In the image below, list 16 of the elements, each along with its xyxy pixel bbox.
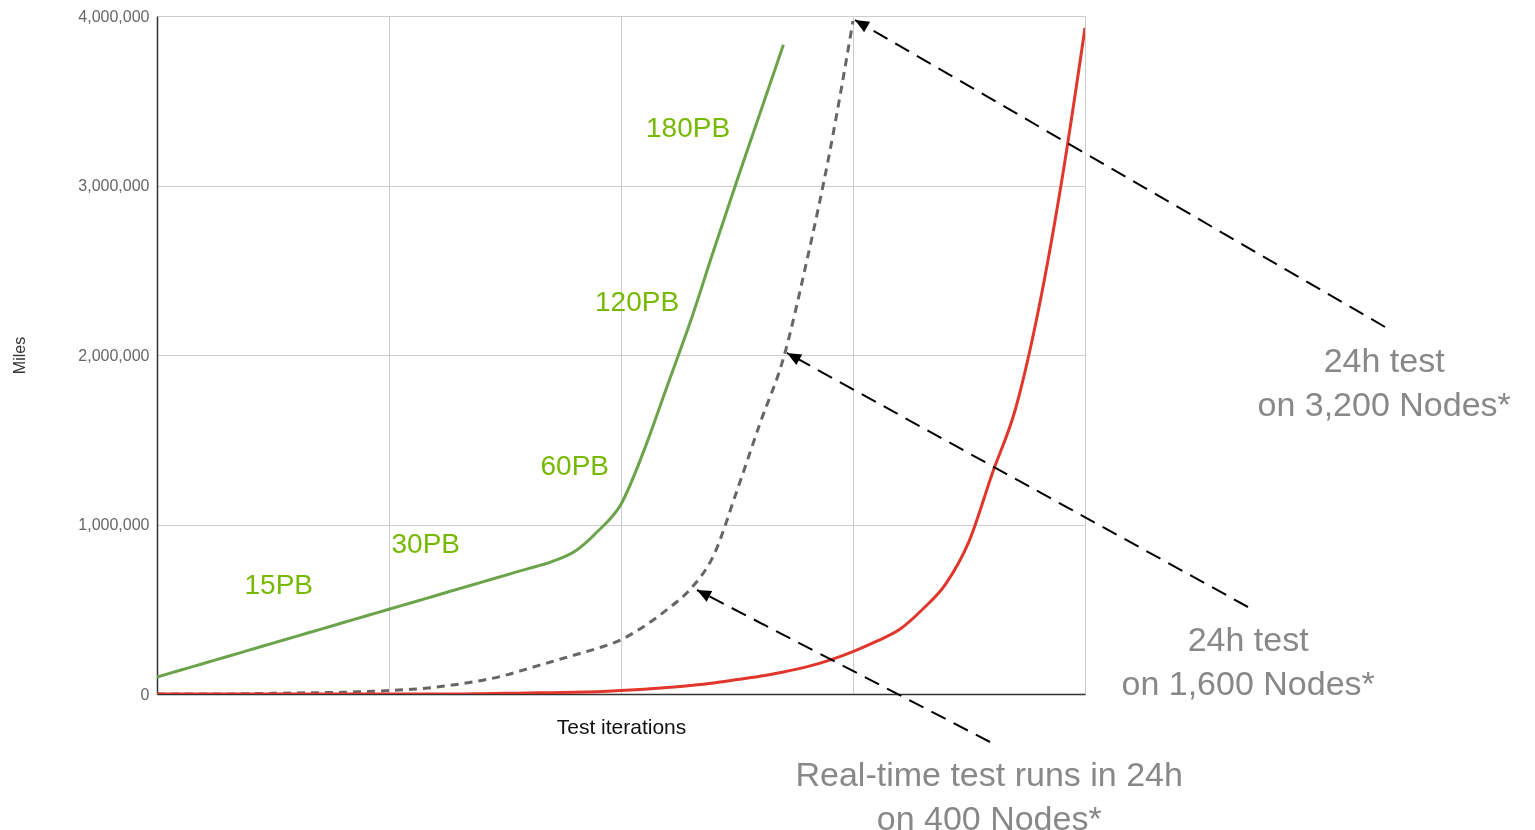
x-axis-title: Test iterations [556, 714, 687, 738]
y-tick-label: 3,000,000 [78, 177, 150, 194]
text: 24h test on 3,200 Nodes* [1257, 340, 1511, 426]
y-tick-label: 2,000,000 [78, 346, 150, 364]
annotation: 30PB [391, 527, 460, 561]
annotation: 180PB [646, 111, 731, 145]
y-axis-title: Miles [11, 336, 29, 375]
y-tick-label: 0 [140, 685, 150, 703]
annotation: 60PB [540, 449, 609, 483]
text: Real-time test runs in 24h on 400 Nodes* [795, 754, 1183, 830]
annotation: 15PB [244, 568, 313, 602]
line-series [157, 43, 785, 679]
annotation: 120PB [595, 285, 680, 319]
y-tick-label: 4,000,000 [78, 7, 150, 25]
y-tick-label: 1,000,000 [78, 516, 150, 533]
text: 24h test on 1,600 Nodes* [1121, 619, 1375, 705]
